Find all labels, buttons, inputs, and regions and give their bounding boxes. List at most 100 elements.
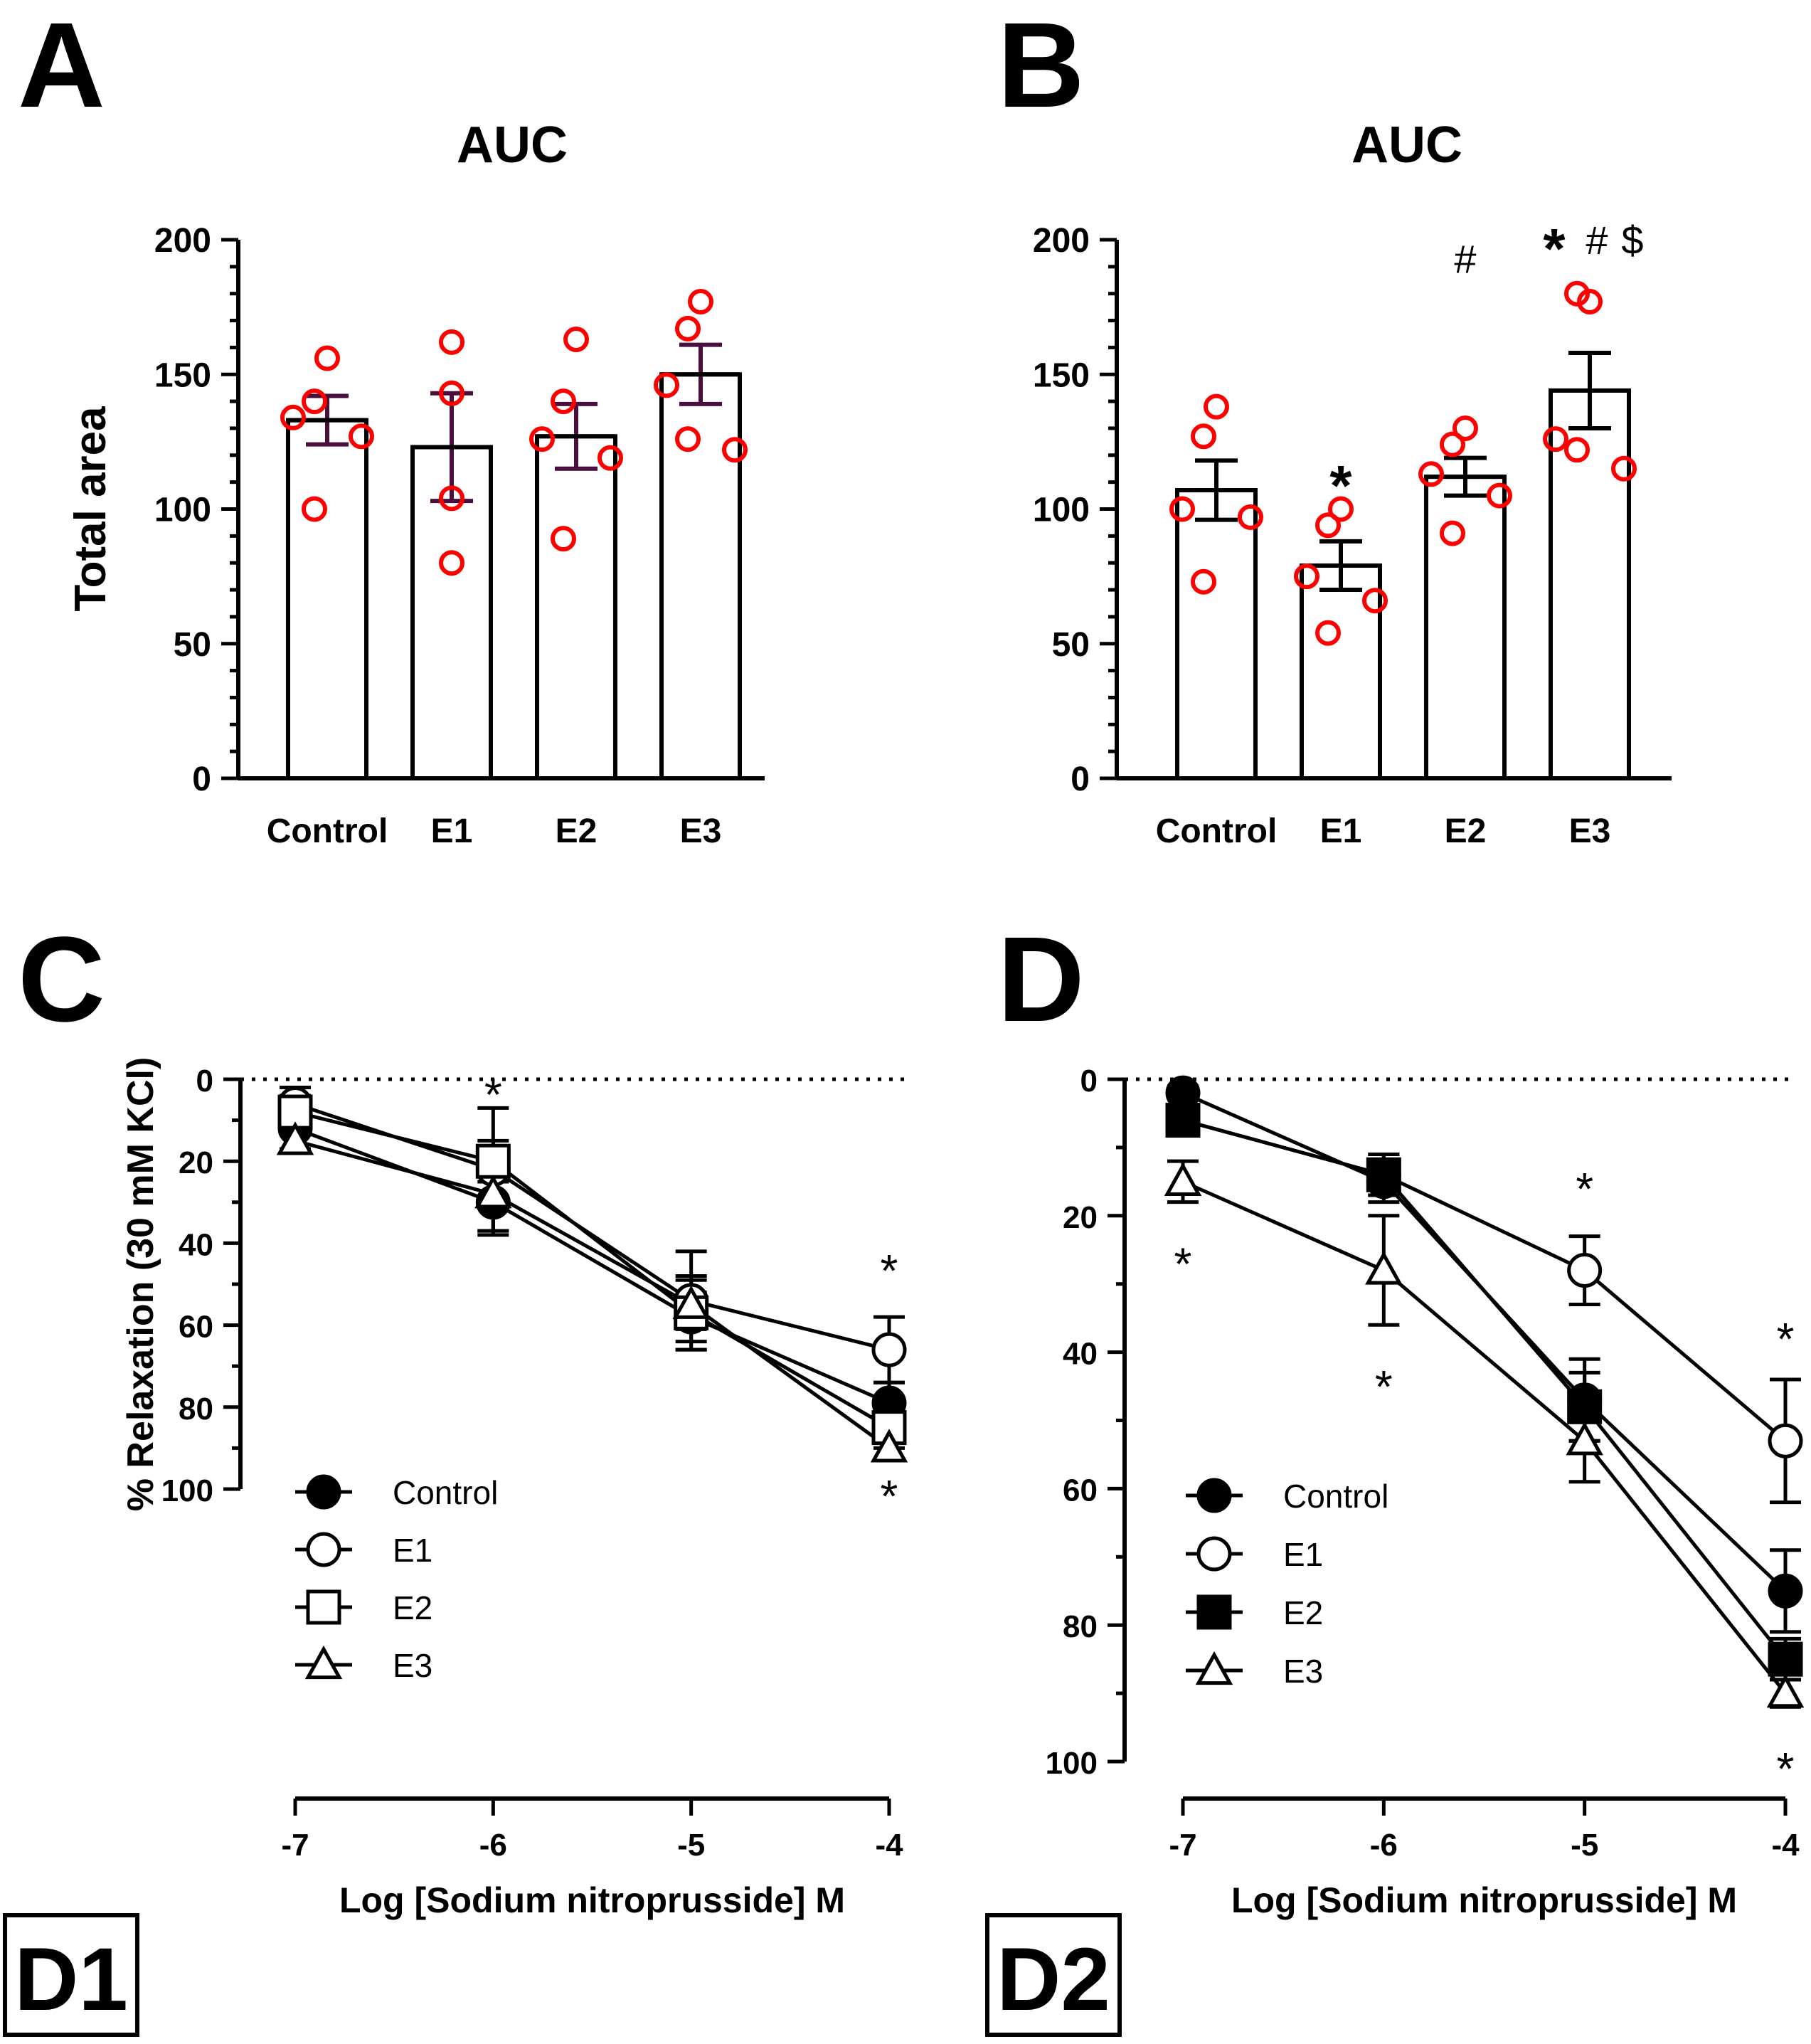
- data-point: [439, 329, 464, 355]
- y-tick-label: 50: [174, 626, 211, 664]
- y-tick-label: 0: [1080, 1064, 1098, 1098]
- data-point: [1315, 512, 1341, 539]
- significance-label: *: [1375, 1361, 1393, 1412]
- data-point: [1315, 620, 1341, 646]
- y-tick-label: 100: [1033, 492, 1090, 529]
- subpanel-label-d1: D1: [14, 1930, 128, 2029]
- panel-label-b: B: [997, 0, 1085, 133]
- data-point: [688, 289, 713, 315]
- marker-triangle-open: [672, 1285, 710, 1319]
- significance-label: #: [1454, 236, 1476, 281]
- marker-circle-filled: [306, 1474, 341, 1510]
- y-tick-label: 0: [1071, 761, 1090, 798]
- x-axis-label: Log [Sodium nitroprusside] M: [1231, 1880, 1737, 1920]
- marker-circle-open: [871, 1332, 907, 1367]
- x-tick-label: -5: [677, 1828, 705, 1863]
- x-axis-label: Log [Sodium nitroprusside] M: [339, 1880, 845, 1920]
- y-tick-label: 20: [179, 1145, 213, 1180]
- series-line-e3: [1181, 1180, 1787, 1695]
- x-tick-label: E3: [1569, 812, 1611, 850]
- data-point: [1564, 280, 1590, 307]
- legend-label: Control: [1283, 1478, 1388, 1515]
- data-point: [1362, 588, 1388, 614]
- significance-label: *: [484, 1069, 502, 1121]
- marker-square-filled: [1567, 1389, 1603, 1424]
- y-tick-label: 0: [192, 761, 211, 798]
- panel-label-c: C: [18, 912, 105, 1047]
- chart-b-auc: AUC 0 50 100 150 200 Control E1 E2 E3 * # * # $: [1033, 117, 1672, 850]
- series-line-control: [294, 1126, 890, 1405]
- significance-label: *: [1174, 1238, 1192, 1289]
- marker-square-filled: [1165, 1103, 1201, 1138]
- data-point: [302, 496, 327, 522]
- panel-label-d: D: [997, 912, 1085, 1047]
- significance-label: *: [1777, 1743, 1795, 1794]
- data-point: [1418, 461, 1444, 487]
- marker-circle-open: [1567, 1253, 1603, 1288]
- legend-label: Control: [393, 1474, 498, 1511]
- bar-e1: [1300, 563, 1382, 780]
- x-tick-label: E3: [680, 812, 722, 850]
- chart-c-relaxation: 0 20 40 60 80 100% Relaxation (30 mM KCl) -7 -6…: [120, 1057, 912, 1920]
- x-tick-label: -7: [1169, 1828, 1196, 1863]
- data-point: [1440, 431, 1465, 457]
- data-point: [1169, 496, 1195, 522]
- data-point: [302, 388, 327, 415]
- y-tick-label: 0: [196, 1064, 213, 1098]
- x-tick-label: Control: [267, 812, 388, 850]
- significance-label: *: [881, 1471, 898, 1522]
- data-point: [1191, 568, 1216, 595]
- data-point: [551, 388, 576, 415]
- bar-e2: [1424, 475, 1507, 781]
- marker-square-filled: [1768, 1641, 1803, 1677]
- y-tick-label: 40: [179, 1227, 213, 1262]
- bar-e2: [535, 434, 617, 780]
- data-point: [1543, 426, 1568, 452]
- x-tick-label: -4: [1771, 1828, 1800, 1863]
- data-point: [1577, 289, 1603, 315]
- significance-label: *: [1777, 1313, 1795, 1365]
- marker-triangle-open: [1195, 1651, 1233, 1685]
- marker-triangle-open: [1365, 1251, 1403, 1285]
- marker-triangle-open: [870, 1429, 908, 1463]
- x-tick-label: -4: [875, 1828, 903, 1863]
- x-tick-label: -6: [1370, 1828, 1398, 1863]
- series-line-e3: [294, 1138, 891, 1450]
- marker-circle-filled: [1768, 1573, 1803, 1609]
- y-axis-label: Total area: [66, 406, 115, 612]
- marker-square-filled: [1196, 1594, 1232, 1630]
- data-point: [1564, 437, 1590, 463]
- data-point: [675, 426, 701, 452]
- significance-label: *: [881, 1245, 898, 1296]
- data-point: [349, 423, 374, 450]
- legend-label: E2: [393, 1589, 432, 1626]
- x-tick-label: E2: [556, 812, 598, 850]
- y-tick-label: 50: [1052, 626, 1090, 664]
- y-tick-label: 200: [1033, 222, 1090, 260]
- legend-label: E3: [1283, 1653, 1323, 1690]
- data-point: [529, 426, 555, 452]
- data-point: [722, 437, 748, 463]
- data-point: [675, 315, 701, 341]
- data-point: [1440, 520, 1465, 546]
- marker-circle-filled: [1196, 1478, 1232, 1513]
- y-tick-label: 150: [1033, 356, 1090, 394]
- subpanel-box-d1: [3, 1913, 139, 2037]
- significance-label: $: [1621, 218, 1643, 263]
- y-tick-label: 40: [1063, 1337, 1098, 1372]
- marker-triangle-open: [1766, 1673, 1805, 1708]
- x-tick-label: E1: [431, 812, 473, 850]
- data-point: [1294, 563, 1319, 590]
- x-tick-label: E1: [1320, 812, 1362, 850]
- data-point: [563, 327, 589, 353]
- bar-control: [286, 418, 368, 780]
- x-tick-label: E2: [1445, 812, 1487, 850]
- y-tick-label: 60: [179, 1310, 213, 1345]
- data-point: [280, 404, 306, 430]
- data-point: [1328, 496, 1354, 522]
- series-line-control: [1181, 1091, 1787, 1593]
- marker-triangle-open: [1164, 1162, 1202, 1196]
- x-tick-label: -5: [1571, 1828, 1598, 1863]
- data-point: [1238, 504, 1263, 530]
- series-line-e2: [1182, 1118, 1787, 1661]
